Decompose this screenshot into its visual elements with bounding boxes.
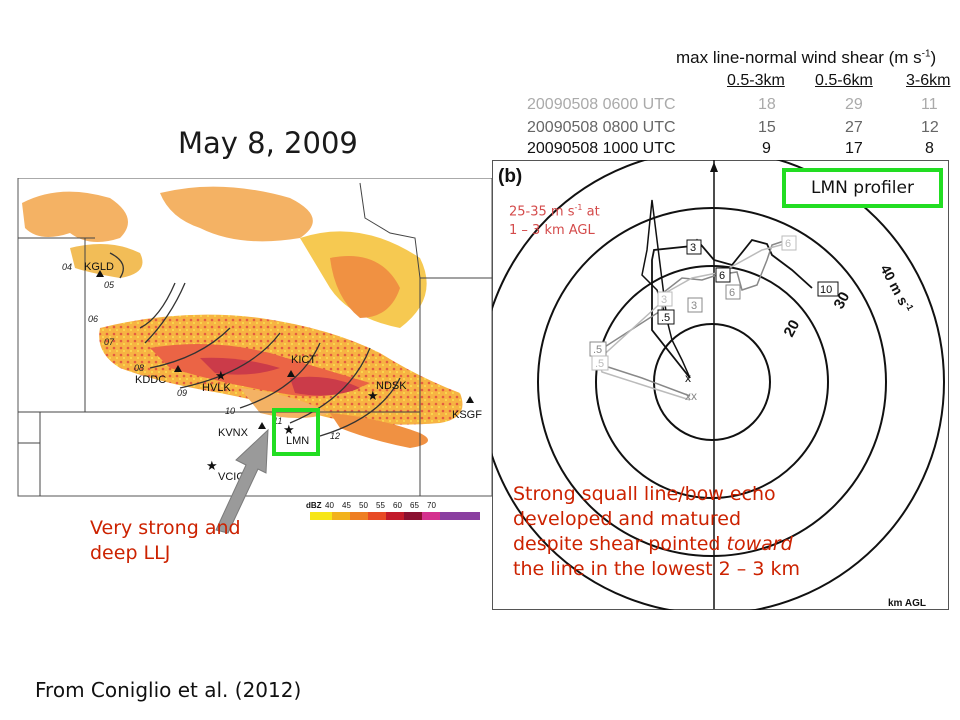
height-label: 6	[785, 238, 791, 250]
shear-col-header-1: 0.5-6km	[815, 72, 873, 89]
row-value: 9	[762, 140, 771, 157]
station-star: ★	[283, 422, 295, 437]
citation: From Coniglio et al. (2012)	[35, 678, 302, 702]
hour-label: 12	[330, 431, 340, 441]
row-value: 11	[921, 96, 938, 113]
legend-swatch	[332, 512, 350, 520]
panel-label: (b)	[498, 166, 522, 187]
legend-tick: 65	[410, 501, 419, 510]
shear-table-row: 20090508 1000 UTC 9 17 8	[0, 140, 960, 160]
hour-label: 08	[134, 363, 144, 373]
row-value: 12	[921, 119, 939, 136]
row-time: 20090508 1000 UTC	[527, 140, 676, 157]
legend-swatch	[350, 512, 368, 520]
hour-label: 07	[104, 337, 115, 347]
height-label: .5	[593, 344, 602, 356]
llj-arrow-icon	[215, 428, 269, 534]
hour-label: 11	[273, 416, 282, 426]
slide-title: May 8, 2009	[178, 126, 358, 160]
station-label: KGLD	[84, 261, 114, 273]
hodograph: (b) 3 .5 6 10 3 6 .5 3 6 .5 x xx 20 30 4…	[492, 160, 949, 610]
surface-marker-icon: xx	[685, 389, 697, 403]
station-triangle	[96, 270, 104, 277]
height-label: 3	[691, 300, 697, 312]
station-label: LMN	[286, 435, 309, 447]
legend-swatch	[422, 512, 440, 520]
row-value: 8	[925, 140, 934, 157]
height-label: 6	[719, 270, 725, 282]
station-star: ★	[206, 458, 218, 473]
legend-swatch	[404, 512, 422, 520]
axis-label: km AGL	[888, 598, 926, 609]
station-triangle	[466, 396, 474, 403]
ring-label: 30	[831, 289, 854, 312]
hour-label: 10	[225, 406, 235, 416]
radar-echoes	[22, 186, 463, 448]
squall-line-isochrones	[109, 252, 401, 437]
height-label: 3	[690, 242, 696, 254]
legend-tick: 60	[393, 501, 402, 510]
station-label: KSGF	[452, 409, 482, 421]
height-label: 10	[820, 284, 832, 296]
surface-marker-icon: x	[685, 371, 691, 385]
legend-tick: 55	[376, 501, 385, 510]
station-label: HVLK	[202, 382, 231, 394]
hodograph-rings	[492, 160, 945, 610]
shear-table-row: 20090508 0600 UTC 18 29 11	[0, 96, 960, 116]
legend-swatch	[386, 512, 404, 520]
legend-swatch	[310, 512, 332, 520]
hour-label: 05	[104, 280, 115, 290]
llj-caption: Very strong and deep LLJ	[90, 517, 241, 564]
station-triangle	[258, 422, 266, 429]
shear-col-header-2: 3-6km	[906, 72, 951, 89]
row-value: 27	[845, 119, 863, 136]
station-triangle	[174, 365, 182, 372]
station-triangle	[287, 370, 295, 377]
station-label: KDDC	[135, 374, 166, 386]
hodograph-frame	[492, 160, 949, 610]
ring-label: 20	[781, 317, 804, 340]
row-value: 17	[845, 140, 863, 157]
wind-speed-note: 25-35 m s-1 at 1 – 3 km AGL	[509, 203, 600, 239]
station-label: KICT	[291, 354, 316, 366]
lmn-highlight-box	[272, 408, 320, 456]
height-label: .5	[595, 358, 604, 370]
hour-label: 09	[177, 388, 187, 398]
legend-swatch	[440, 512, 480, 520]
legend-tick: 70	[427, 501, 436, 510]
row-value: 18	[758, 96, 776, 113]
shear-table-row: 20090508 0800 UTC 15 27 12	[0, 119, 960, 139]
state-borders	[18, 182, 492, 496]
height-label: 6	[729, 287, 735, 299]
station-label: NDSK	[376, 380, 407, 392]
row-time: 20090508 0800 UTC	[527, 119, 676, 136]
station-label: KVNX	[218, 427, 249, 439]
hodograph-trace-1000utc-low	[641, 199, 691, 379]
height-label: .5	[661, 312, 670, 324]
legend-tick: 40	[325, 501, 334, 510]
radar-map: 04 05 06 07 08 09 10 11 12 KGLD KDDC ★ H…	[17, 178, 492, 520]
legend-swatch	[368, 512, 386, 520]
squall-line-caption: Strong squall line/bow echo developed and…	[513, 483, 800, 580]
row-value: 29	[845, 96, 863, 113]
legend-tick: 50	[359, 501, 368, 510]
station-label: VCIO	[218, 471, 245, 483]
hour-label: 06	[88, 314, 98, 324]
shear-table-title: max line-normal wind shear (m s-1)	[676, 48, 937, 67]
dbz-legend: dBZ 40 45 50 55 60 65 70	[306, 501, 480, 520]
shear-col-header-0: 0.5-3km	[727, 72, 785, 89]
row-time: 20090508 0600 UTC	[527, 96, 676, 113]
station-star: ★	[215, 368, 227, 383]
lmn-profiler-label: LMN profiler	[782, 168, 943, 208]
station-star: ★	[367, 388, 379, 403]
hour-label: 04	[62, 262, 72, 272]
height-label: 3	[661, 294, 667, 306]
legend-tick: 45	[342, 501, 351, 510]
axis-arrow-icon	[710, 162, 718, 172]
row-value: 15	[758, 119, 776, 136]
legend-title: dBZ	[306, 501, 322, 510]
hodograph-trace-1000utc	[651, 238, 813, 379]
